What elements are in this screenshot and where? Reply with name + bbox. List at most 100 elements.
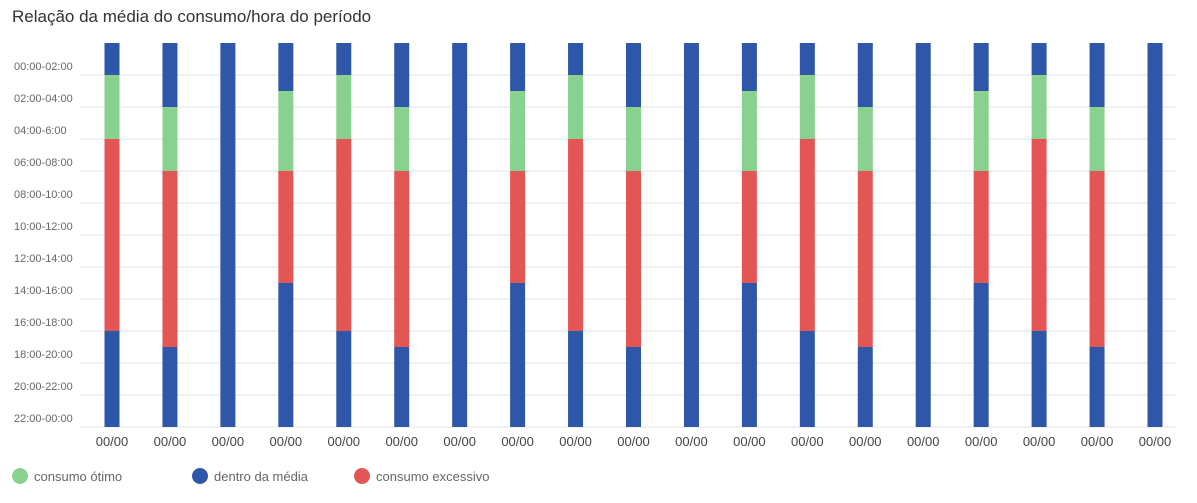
bar-segment (336, 139, 352, 331)
legend-label: dentro da média (214, 468, 308, 484)
bar-segment (1089, 171, 1105, 347)
y-tick-label: 08:00-10:00 (14, 189, 73, 201)
bar-segment (1031, 331, 1047, 427)
bar-segment (1089, 347, 1105, 427)
x-tick-label: 00/00 (443, 434, 476, 449)
bar-segment (973, 171, 989, 283)
x-tick-label: 00/00 (617, 434, 650, 449)
bar-segment (857, 171, 873, 347)
bar-segment (278, 283, 294, 427)
bar-segment (799, 139, 815, 331)
bar-segment (915, 43, 931, 427)
bar-segment (1089, 107, 1105, 171)
bar-segment (1031, 43, 1047, 75)
y-tick-label: 10:00-12:00 (14, 221, 73, 233)
bar-segment (452, 43, 468, 427)
bar-segment (510, 283, 526, 427)
legend-item-consumo-excessivo[interactable]: consumo excessivo (354, 468, 489, 484)
y-tick-label: 16:00-18:00 (14, 317, 73, 329)
x-tick-label: 00/00 (501, 434, 534, 449)
x-tick-label: 00/00 (965, 434, 998, 449)
bar-segment (741, 171, 757, 283)
bar-segment (799, 331, 815, 427)
bar-segment (162, 347, 178, 427)
bar-segment (741, 91, 757, 171)
bar-segment (568, 43, 584, 75)
bar-segment (741, 43, 757, 91)
legend-dot-icon (12, 468, 28, 484)
bar-segment (336, 331, 352, 427)
legend-dot-icon (354, 468, 370, 484)
bar-segment (162, 107, 178, 171)
bar-segment (278, 91, 294, 171)
bar-segment (799, 43, 815, 75)
x-tick-label: 00/00 (154, 434, 187, 449)
bar-segment (857, 43, 873, 107)
bar-segment (104, 139, 120, 331)
legend-label: consumo excessivo (376, 468, 490, 484)
bar-segment (510, 43, 526, 91)
bar-segment (568, 139, 584, 331)
bar-segment (394, 107, 410, 171)
x-tick-label: 00/00 (328, 434, 361, 449)
x-tick-label: 00/00 (385, 434, 418, 449)
bar-segment (973, 283, 989, 427)
bar-segment (510, 171, 526, 283)
y-tick-label: 22:00-00:00 (14, 413, 73, 425)
bar-segment (278, 43, 294, 91)
chart-plot: 00:00-02:00 02:00-04:00 04:00-6:00 06:00-08… (14, 43, 1176, 449)
y-tick-label: 14:00-16:00 (14, 285, 73, 297)
bar-segment (1031, 75, 1047, 139)
bar-segment (162, 171, 178, 347)
bar-segment (394, 347, 410, 427)
bar-segment (973, 43, 989, 91)
bar-segment (568, 75, 584, 139)
x-tick-label: 00/00 (1023, 434, 1056, 449)
x-tick-label: 00/00 (1081, 434, 1114, 449)
y-tick-label: 12:00-14:00 (14, 253, 73, 265)
y-tick-label: 18:00-20:00 (14, 349, 73, 361)
x-tick-label: 00/00 (849, 434, 882, 449)
bar-segment (394, 171, 410, 347)
bar-segment (278, 171, 294, 283)
y-tick-label: 20:00-22:00 (14, 381, 73, 393)
x-tick-label: 00/00 (96, 434, 129, 449)
bar-segment (1089, 43, 1105, 107)
legend-label: consumo ótimo (34, 468, 123, 484)
chart-title: Relação da média do consumo/hora do perí… (12, 7, 372, 26)
bar-segment (1147, 43, 1163, 427)
bar-segment (741, 283, 757, 427)
y-tick-label: 04:00-6:00 (14, 125, 67, 137)
y-tick-label: 00:00-02:00 (14, 61, 73, 73)
bar-segment (857, 347, 873, 427)
x-tick-label: 00/00 (733, 434, 766, 449)
bar-segment (1031, 139, 1047, 331)
bar-segment (857, 107, 873, 171)
legend-item-consumo-otimo[interactable]: consumo ótimo (12, 468, 122, 484)
y-tick-label: 06:00-08:00 (14, 157, 73, 169)
bar-segment (626, 347, 641, 427)
bar-segment (220, 43, 236, 427)
bar-segment (626, 43, 641, 107)
bar-segment (799, 75, 815, 139)
bar-segment (510, 91, 526, 171)
y-tick-label: 02:00-04:00 (14, 93, 73, 105)
chart-legend: consumo ótimo dentro da média consumo ex… (12, 468, 712, 490)
bar-segment (104, 75, 120, 139)
legend-item-dentro-da-media[interactable]: dentro da média (192, 468, 308, 484)
legend-dot-icon (192, 468, 208, 484)
x-tick-label: 00/00 (559, 434, 592, 449)
bar-segment (162, 43, 178, 107)
x-tick-label: 00/00 (907, 434, 940, 449)
x-tick-label: 00/00 (212, 434, 245, 449)
bar-segment (626, 171, 641, 347)
bar-segment (104, 43, 120, 75)
bar-segment (973, 91, 989, 171)
bar-segment (568, 331, 584, 427)
x-tick-label: 00/00 (675, 434, 708, 449)
bar-segment (394, 43, 410, 107)
bar-segment (336, 43, 352, 75)
bar-segment (683, 43, 699, 427)
x-tick-label: 00/00 (1139, 434, 1172, 449)
x-tick-label: 00/00 (270, 434, 303, 449)
